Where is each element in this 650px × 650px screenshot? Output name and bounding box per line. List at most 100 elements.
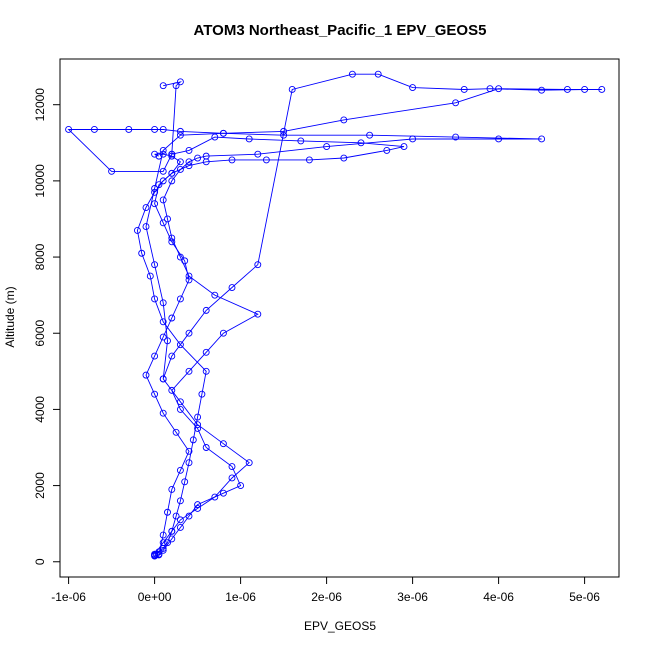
data-point <box>151 295 159 303</box>
data-point <box>254 150 262 158</box>
data-point <box>323 143 331 151</box>
data-point <box>168 177 176 185</box>
data-point <box>194 421 202 429</box>
data-point <box>176 497 184 505</box>
data-point <box>202 444 210 451</box>
data-point <box>211 291 219 299</box>
data-point <box>146 272 154 280</box>
series-line <box>67 81 542 557</box>
data-point <box>288 86 296 93</box>
x-tick-label: -1e-06 <box>51 590 86 604</box>
data-point <box>340 116 348 124</box>
data-point <box>168 485 176 493</box>
data-point <box>168 352 176 360</box>
series <box>142 70 606 558</box>
data-point <box>194 425 202 432</box>
data-point <box>185 329 193 337</box>
data-point <box>254 310 262 318</box>
data-point <box>185 146 193 154</box>
data-point <box>159 531 167 539</box>
data-point <box>164 337 171 345</box>
data-point <box>176 127 184 135</box>
data-point <box>185 158 193 166</box>
data-point <box>495 85 503 93</box>
data-point <box>172 512 180 520</box>
data-point <box>176 295 184 303</box>
data-point <box>202 348 210 356</box>
data-point <box>133 226 141 234</box>
data-point <box>159 375 167 383</box>
data-point <box>452 99 460 107</box>
data-point <box>219 489 227 497</box>
data-point <box>155 181 163 189</box>
data-point <box>90 126 98 133</box>
data-point <box>159 409 167 417</box>
data-point <box>159 299 167 307</box>
data-point <box>185 447 193 455</box>
data-point <box>142 204 150 211</box>
data-point <box>151 551 159 559</box>
y-tick-label: 6000 <box>33 320 47 347</box>
data-point <box>168 150 176 158</box>
data-point <box>228 156 236 164</box>
plot-frame <box>59 58 620 578</box>
y-tick-label: 8000 <box>33 243 47 270</box>
x-tick-label: 2e-06 <box>311 590 342 604</box>
data-point <box>460 86 468 93</box>
data-point <box>581 86 589 93</box>
data-point <box>181 257 189 265</box>
data-point <box>65 126 73 133</box>
data-point <box>219 440 227 448</box>
data-point <box>164 539 171 547</box>
data-point <box>189 436 197 444</box>
data-point <box>142 223 150 231</box>
data-point <box>151 390 159 398</box>
data-point <box>400 143 408 151</box>
data-point <box>181 478 189 486</box>
data-point <box>176 78 184 86</box>
data-point <box>176 516 184 524</box>
data-point <box>151 188 159 196</box>
data-point <box>194 154 202 162</box>
data-point <box>538 86 546 94</box>
x-tick-label: 5e-06 <box>569 590 600 604</box>
data-point <box>452 133 460 141</box>
data-point <box>151 150 159 158</box>
data-point <box>538 135 546 143</box>
x-tick-label: 3e-06 <box>397 590 428 604</box>
data-point <box>219 129 227 137</box>
data-point <box>486 85 494 93</box>
data-point <box>262 156 270 164</box>
data-point <box>155 152 163 160</box>
data-point <box>348 70 356 78</box>
data-point <box>176 341 184 349</box>
data-point <box>164 508 171 516</box>
data-point <box>151 352 159 360</box>
data-point <box>151 200 159 208</box>
y-tick-label: 2000 <box>33 472 47 499</box>
data-point <box>211 493 219 501</box>
data-point <box>138 249 146 257</box>
data-point <box>159 333 167 341</box>
data-point <box>142 371 150 379</box>
data-point <box>168 386 176 394</box>
data-point <box>194 413 202 421</box>
data-point <box>297 137 305 145</box>
y-tick-label: 12000 <box>33 88 47 122</box>
data-point <box>237 482 245 490</box>
data-point <box>159 167 167 175</box>
data-point <box>172 428 180 436</box>
x-axis-label: EPV_GEOS5 <box>304 619 376 633</box>
data-point <box>151 126 159 133</box>
data-point <box>164 215 171 223</box>
data-point <box>228 474 236 482</box>
data-point <box>151 261 159 269</box>
data-point <box>409 84 417 92</box>
y-tick-label: 0 <box>33 558 47 565</box>
series-line <box>145 136 405 555</box>
data-point <box>357 139 365 147</box>
data-point <box>409 135 417 143</box>
data-point <box>159 318 167 326</box>
data-point <box>280 127 288 135</box>
